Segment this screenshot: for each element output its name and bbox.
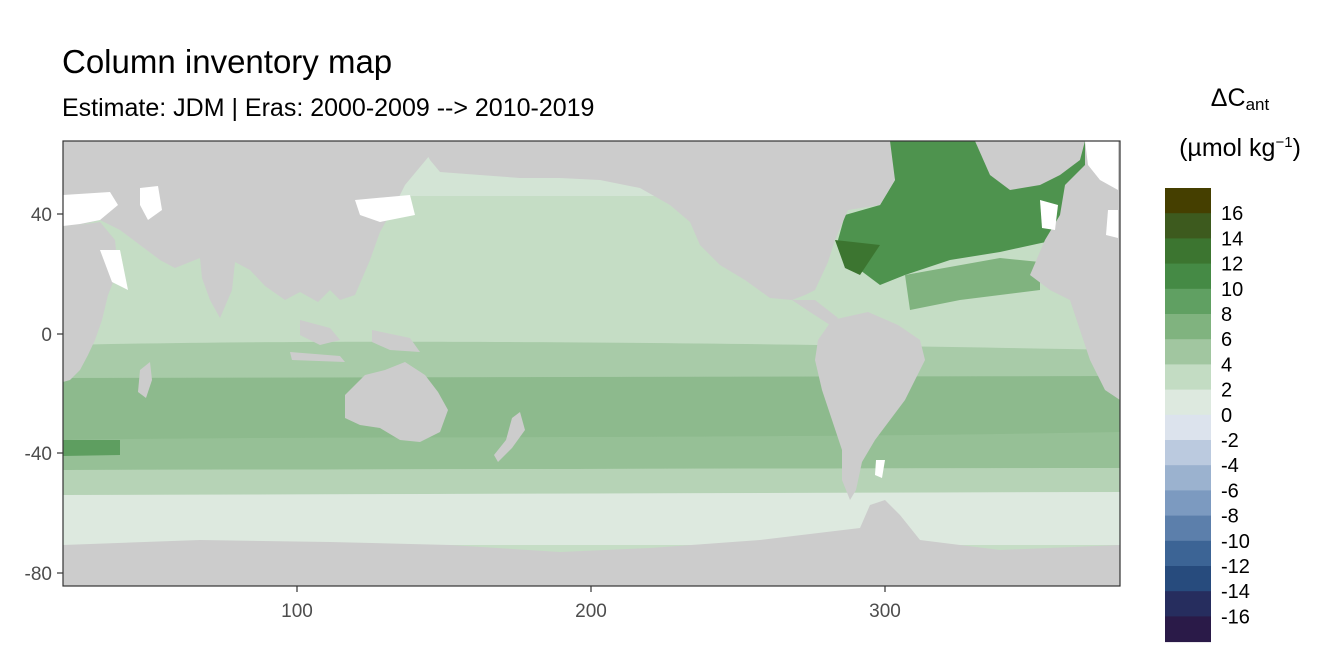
ocean-band-antarctic [63,492,1120,545]
ocean-band-mid-south [63,376,1120,440]
legend-unit-prefix: (µmol kg [1179,134,1276,162]
legend-unit-superscript: −1 [1275,134,1293,151]
x-axis: 100 200 300 [281,586,901,622]
land-antarctica [63,500,1120,586]
legend-label: 8 [1221,304,1232,326]
legend-swatch [1165,339,1211,365]
missing-patagonia-shelf [875,460,885,478]
land-eurasia [63,141,880,302]
missing-baltic [1085,141,1118,190]
legend-swatch [1165,515,1211,542]
legend-title: ΔCant [1156,84,1324,115]
legend-label: -12 [1221,556,1250,578]
legend-label: 12 [1221,254,1243,276]
y-axis: 40 0 -40 -80 [25,205,63,585]
legend-title-symbol: ΔC [1210,84,1246,112]
legend-label: 2 [1221,380,1232,402]
legend-colorbar: 16 14 12 10 8 6 4 2 0 -2 -4 -6 -8 -10 -12 -14 -16 [1165,188,1250,643]
ocean-band-southern-subtropics [63,341,1120,380]
legend-swatch [1165,414,1211,441]
legend-swatch [1165,566,1211,592]
missing-sea-of-okhotsk [355,195,415,222]
legend-swatch [1165,364,1211,391]
ocean-atlantic-subtropics [905,258,1040,310]
legend-swatch [1165,440,1211,466]
land-borneo [300,320,340,345]
x-tick-label: 200 [575,601,607,622]
map-title: Column inventory map [62,43,393,80]
legend-label: 0 [1221,405,1232,427]
missing-mediterranean [1040,200,1058,230]
legend-swatch [1165,540,1211,567]
legend-swatch [1165,465,1211,491]
land-south-america [815,312,925,500]
ocean-gulf-stream [835,240,880,275]
legend-label: 14 [1221,228,1243,250]
missing-red-sea [100,250,128,290]
x-tick-label: 100 [281,601,313,622]
legend-swatch [1165,616,1211,643]
legend-swatch [1165,213,1211,239]
legend-swatch [1165,389,1211,416]
land-new-zealand [494,412,525,462]
legend-label: 6 [1221,329,1232,351]
land-madagascar [138,362,152,398]
legend-label: -2 [1221,430,1239,452]
legend-swatch [1165,238,1211,265]
missing-med-east [1106,210,1118,238]
legend-label: -16 [1221,606,1250,628]
land-india [200,258,235,318]
y-tick-label: 0 [41,325,52,346]
land-greenland [975,141,1085,190]
legend-label: -6 [1221,480,1239,502]
missing-data [63,141,1118,478]
x-tick-label: 300 [869,601,901,622]
land-central-america [792,300,838,325]
land-new-guinea [372,330,420,352]
missing-caspian [140,186,162,220]
legend-label: -10 [1221,531,1250,553]
legend-title-subscript: ant [1245,95,1270,114]
legend-label: -14 [1221,581,1250,603]
legend-swatch [1165,188,1211,214]
land-africa [63,222,118,382]
legend-label: -8 [1221,506,1239,528]
land-north-america [420,141,895,300]
legend-label: 10 [1221,279,1243,301]
legend-swatch [1165,263,1211,290]
y-tick-label: -40 [25,444,52,465]
legend-swatch [1165,314,1211,340]
land-australia [345,362,448,442]
legend-swatch [1165,490,1211,517]
legend-label: 16 [1221,203,1243,225]
land-java [290,352,345,362]
ocean-band-sub-antarctic [63,468,1120,495]
legend-label: -4 [1221,455,1239,477]
land-europe-africa [1030,141,1120,400]
y-tick-label: -80 [25,564,52,585]
land-masses [63,141,1120,586]
legend-swatch [1165,591,1211,617]
legend-unit: (µmol kg−1) [1156,134,1324,163]
map-panel [63,141,1120,586]
map-subtitle: Estimate: JDM | Eras: 2000-2009 --> 2010… [62,94,595,122]
y-tick-label: 40 [31,205,52,226]
legend-swatch [1165,288,1211,315]
legend-label: 4 [1221,354,1232,376]
legend-unit-suffix: ) [1292,134,1301,162]
ocean-south-atlantic-patch [63,440,120,456]
missing-black-sea [63,192,118,226]
